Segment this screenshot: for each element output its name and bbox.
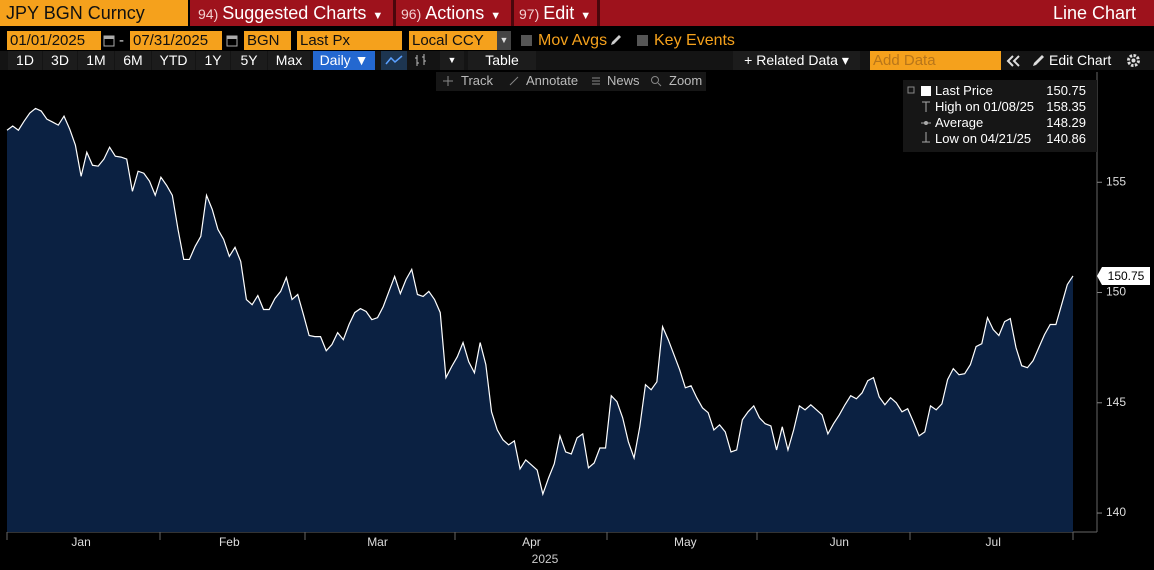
menu-arrow: ▼	[580, 10, 592, 22]
legend-label: Last Price	[935, 83, 993, 98]
menu-key: 97)	[519, 6, 540, 22]
menu-item[interactable]: 94) Suggested Charts ▼	[198, 0, 383, 26]
frequency-button[interactable]: Daily ▼	[313, 51, 375, 70]
range-button[interactable]: 1D	[8, 51, 42, 70]
security-field[interactable]: JPY BGN Curncy	[0, 0, 188, 26]
legend-label: Low on 04/21/25	[935, 131, 1032, 146]
y-tick-label: 155	[1106, 174, 1126, 188]
menu-item[interactable]: 96) Actions ▼	[401, 0, 501, 26]
legend-label: High on 01/08/25	[935, 99, 1035, 114]
chart-type-dropdown[interactable]: ▼	[440, 51, 464, 70]
legend-value: 150.75	[1046, 83, 1086, 98]
legend-value: 140.86	[1046, 131, 1086, 146]
menu-key: 94)	[198, 6, 219, 22]
tool-button[interactable]: News	[607, 73, 640, 88]
menu-divider	[393, 0, 396, 26]
price-line	[6, 107, 1074, 497]
bar-chart-icon[interactable]	[409, 51, 433, 70]
tool-button[interactable]: Annotate	[526, 73, 579, 88]
collapse-icon[interactable]	[1004, 51, 1024, 70]
y-tick-label: 150	[1106, 285, 1126, 299]
tool-button[interactable]: Zoom	[669, 73, 703, 88]
x-tick-label: Jul	[986, 535, 1001, 549]
source-field[interactable]: BGN	[244, 31, 291, 50]
pencil-icon[interactable]	[609, 33, 623, 47]
legend-label: Average	[935, 115, 984, 130]
range-button[interactable]: YTD	[152, 51, 195, 70]
track-icon	[443, 76, 453, 86]
table-button[interactable]: Table	[468, 51, 536, 70]
x-tick-label: May	[674, 535, 697, 549]
menu-divider	[511, 0, 514, 26]
mov-avgs-label[interactable]: Mov Avgs	[538, 32, 608, 49]
menu-key: 96)	[401, 6, 422, 22]
legend	[903, 80, 1097, 152]
range-button[interactable]: 6M	[115, 51, 151, 70]
menu-label: Edit	[543, 3, 575, 23]
y-tick-label: 140	[1106, 505, 1126, 519]
tool-button[interactable]: Track	[461, 73, 494, 88]
edit-chart-button[interactable]: Edit Chart	[1049, 52, 1112, 68]
plot	[6, 107, 1074, 532]
dropdown-arrow[interactable]: ▼	[497, 31, 511, 50]
calendar-icon[interactable]	[103, 34, 115, 47]
menu-arrow: ▼	[490, 10, 502, 22]
checkbox[interactable]	[637, 35, 648, 46]
last-price-marker	[1097, 266, 1150, 285]
line-chart-icon[interactable]	[381, 51, 407, 70]
date-separator: -	[119, 32, 124, 49]
chart-tools	[436, 72, 706, 91]
legend-value: 158.35	[1046, 99, 1086, 114]
last-price-label: 150.75	[1108, 269, 1145, 283]
calendar-icon[interactable]	[226, 34, 238, 47]
related-data-button[interactable]: + Related Data ▾	[733, 51, 860, 70]
x-tick-label: Apr	[522, 535, 541, 549]
field-selector[interactable]: Last Px	[297, 31, 402, 50]
range-button[interactable]: 5Y	[231, 51, 267, 70]
checkbox[interactable]	[521, 35, 532, 46]
currency-selector[interactable]: Local CCY	[409, 31, 497, 50]
start-date[interactable]: 01/01/2025	[7, 31, 101, 50]
add-data-input[interactable]: Add Data	[870, 51, 1001, 70]
legend-icons	[907, 86, 931, 143]
area-fill	[7, 108, 1073, 532]
key-events-label[interactable]: Key Events	[654, 32, 735, 49]
x-tick-label: Mar	[367, 535, 388, 549]
legend-value: 148.29	[1046, 115, 1086, 130]
x-tick-label: Feb	[219, 535, 240, 549]
annotate-icon	[509, 76, 519, 86]
news-icon	[592, 77, 600, 85]
zoom-icon	[651, 76, 662, 87]
x-tick-label: Jan	[71, 535, 90, 549]
menu-arrow: ▼	[372, 10, 384, 22]
range-button[interactable]: 1M	[78, 51, 114, 70]
view-title: Line Chart	[1052, 3, 1136, 23]
menu-divider	[597, 0, 600, 26]
end-date[interactable]: 07/31/2025	[130, 31, 222, 50]
menu-label: Suggested Charts	[222, 3, 367, 23]
month-separators	[6, 532, 1074, 540]
menu-item[interactable]: 97) Edit ▼	[519, 0, 591, 26]
menu-label: Actions	[425, 3, 485, 23]
settings-icon[interactable]	[1125, 52, 1142, 69]
y-tick-label: 145	[1106, 395, 1126, 409]
menu-bar	[190, 0, 1154, 26]
pencil-icon[interactable]	[1031, 53, 1047, 68]
range-button[interactable]: 3D	[43, 51, 77, 70]
x-tick-label: Jun	[830, 535, 849, 549]
range-button[interactable]: 1Y	[196, 51, 230, 70]
range-button[interactable]: Max	[268, 51, 310, 70]
x-axis-label: 2025	[532, 552, 559, 566]
